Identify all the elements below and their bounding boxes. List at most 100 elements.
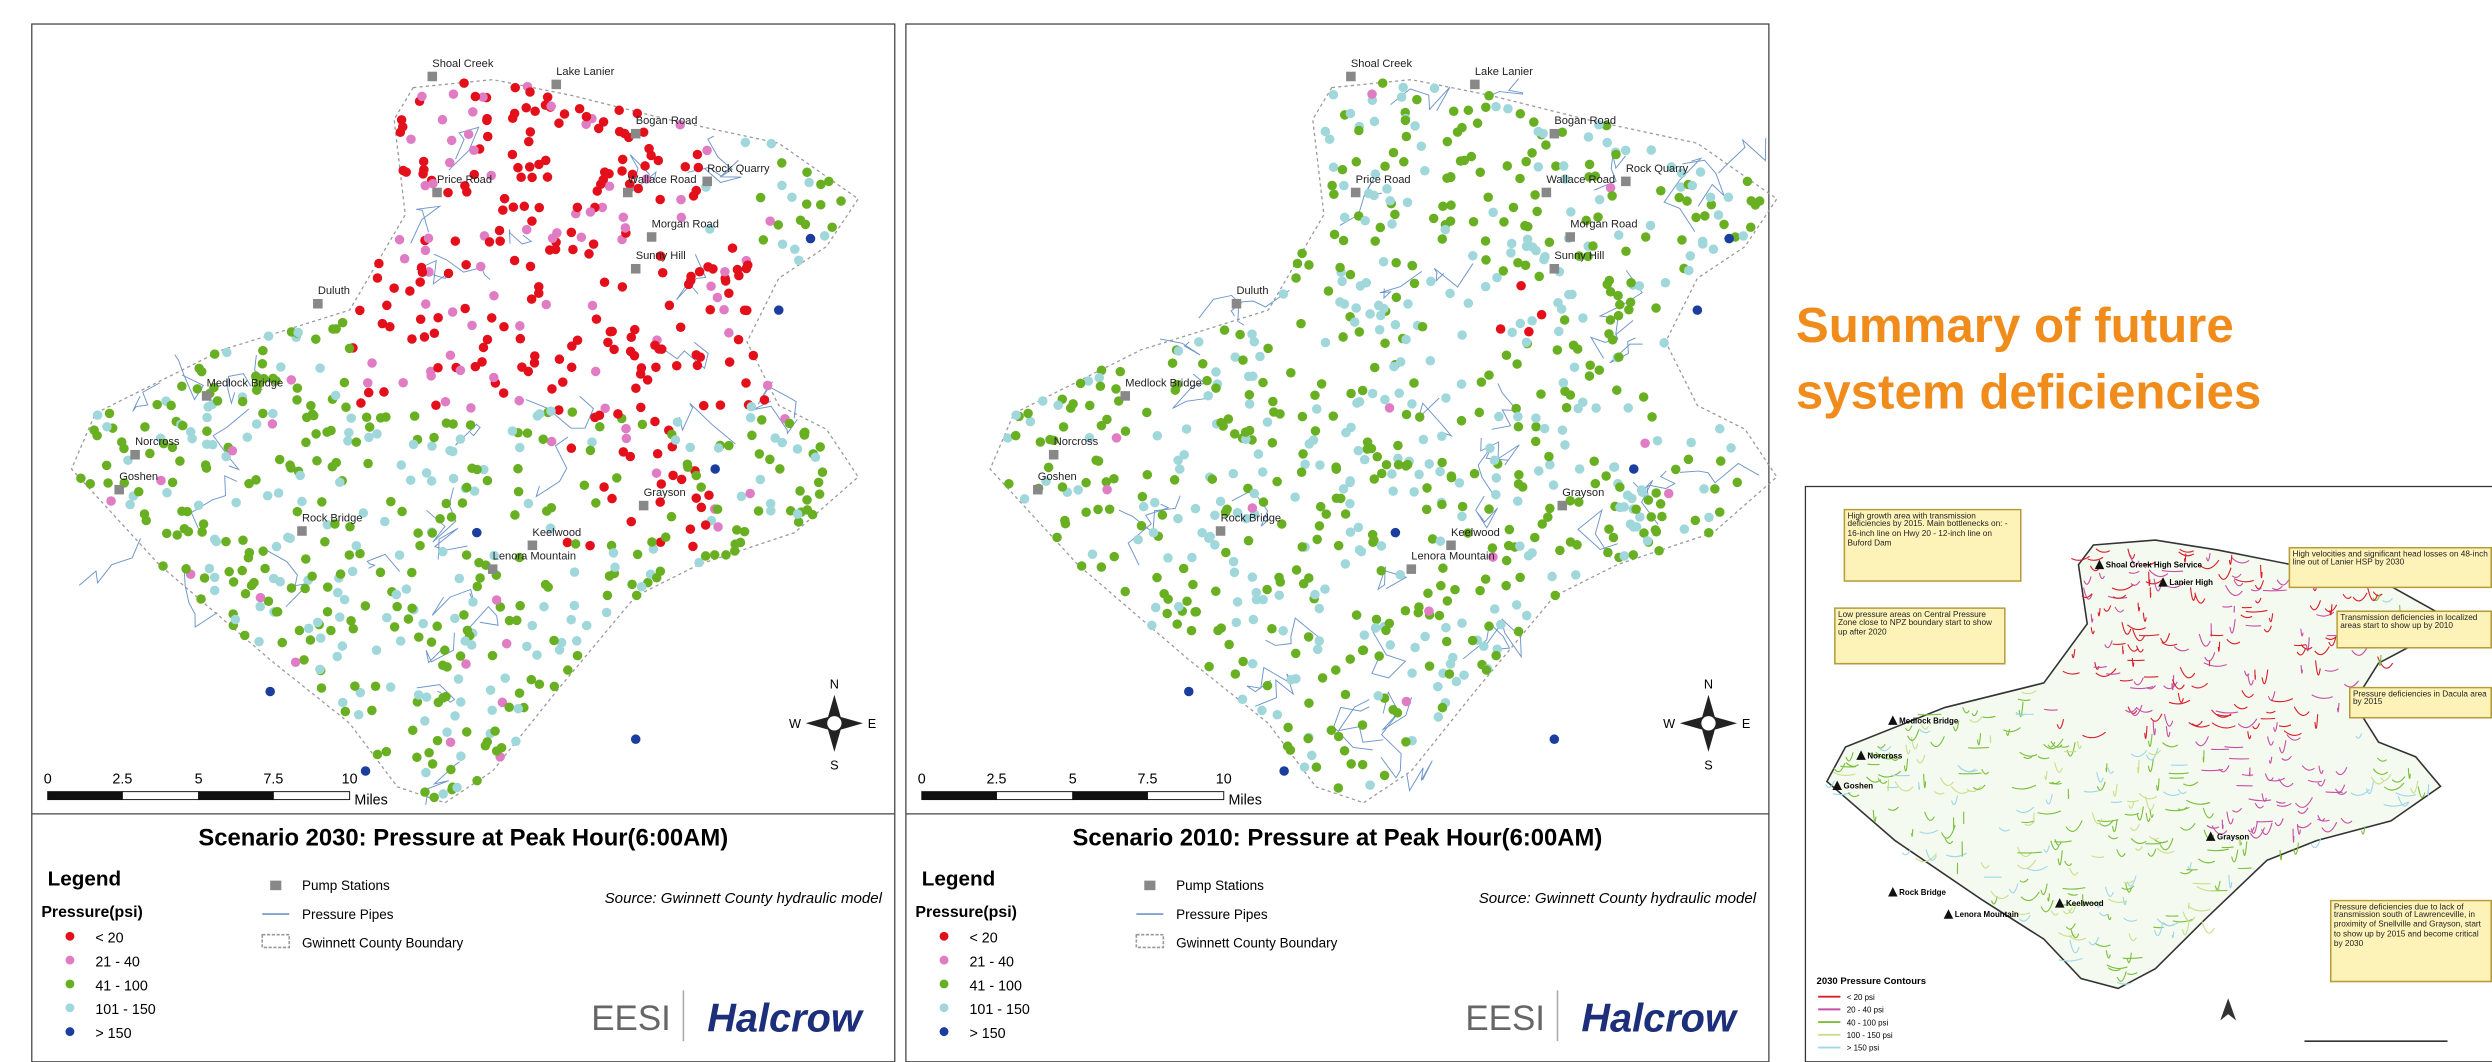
junction-dot	[1679, 524, 1690, 534]
junction-dot	[1508, 202, 1519, 213]
pressure-pipe	[1593, 154, 1626, 191]
junction-dot	[1188, 579, 1198, 590]
junction-dot	[1468, 216, 1479, 227]
pressure-contour	[2148, 749, 2162, 756]
junction-dot	[311, 429, 321, 439]
junction-dot	[178, 420, 188, 431]
junction-dot	[1457, 618, 1467, 628]
junction-dot	[1307, 750, 1317, 761]
junction-dot	[343, 436, 353, 446]
junction-dot	[713, 522, 723, 532]
junction-dot	[1501, 580, 1511, 591]
junction-dot	[292, 383, 303, 393]
junction-dot	[587, 437, 597, 447]
junction-dot	[1258, 497, 1269, 507]
pressure-contour	[2300, 628, 2304, 637]
junction-dot	[1445, 172, 1456, 183]
compass-letter: E	[868, 716, 876, 731]
junction-dot	[448, 473, 459, 484]
junction-dot	[609, 344, 619, 355]
junction-dot	[775, 464, 785, 474]
pressure-contour	[2286, 734, 2301, 741]
pressure-contour	[2133, 677, 2144, 686]
junction-dot	[344, 427, 354, 438]
pressure-contour	[2294, 797, 2313, 808]
junction-dot	[441, 498, 452, 509]
junction-dot	[1446, 200, 1456, 210]
junction-dot	[311, 334, 321, 344]
junction-dot	[1435, 536, 1446, 546]
pressure-contour	[2321, 821, 2338, 833]
junction-dot	[1401, 737, 1411, 747]
junction-dot	[515, 333, 526, 344]
junction-dot	[1002, 433, 1013, 443]
source-note: Source: Gwinnett County hydraulic model	[1479, 890, 1757, 907]
panel-frame	[31, 23, 896, 1062]
junction-dot	[1692, 305, 1703, 315]
junction-dot	[800, 219, 811, 230]
junction-dot	[1358, 645, 1369, 655]
junction-dot	[255, 592, 266, 603]
inset-place: Rock Bridge	[1899, 888, 1946, 897]
junction-dot	[1049, 435, 1059, 446]
junction-dot	[394, 234, 405, 245]
junction-dot	[1340, 509, 1351, 519]
junction-dot	[516, 172, 526, 182]
legend-swatch	[939, 979, 949, 989]
junction-dot	[92, 410, 103, 420]
junction-dot	[1133, 534, 1143, 545]
pressure-contour	[2233, 703, 2248, 710]
junction-dot	[1137, 491, 1148, 502]
junction-dot	[1399, 157, 1409, 167]
junction-dot	[1634, 281, 1645, 291]
pressure-contour	[2098, 572, 2105, 580]
compass-letter: E	[1742, 716, 1750, 731]
pressure-contour	[2267, 736, 2274, 746]
junction-dot	[1481, 665, 1492, 675]
junction-dot	[715, 400, 726, 410]
pressure-contour	[2106, 964, 2128, 970]
place-label: Duluth	[1236, 285, 1268, 297]
junction-dot	[370, 681, 381, 692]
annotation-box: Pressure deficiencies in Dacula area by …	[2348, 686, 2492, 719]
county-boundary	[70, 79, 860, 804]
pressure-contour	[2247, 826, 2255, 833]
junction-dot	[1037, 396, 1048, 406]
pressure-contour	[2165, 806, 2190, 812]
junction-dot	[361, 412, 372, 422]
junction-dot	[351, 541, 362, 551]
junction-dot	[765, 498, 776, 509]
junction-dot	[1211, 383, 1221, 393]
junction-dot	[676, 194, 686, 205]
pressure-contour	[1957, 764, 1976, 773]
junction-dot	[511, 736, 521, 747]
pressure-contour	[2307, 779, 2322, 783]
junction-dot	[1262, 680, 1273, 691]
junction-dot	[355, 548, 365, 559]
junction-dot	[1723, 192, 1734, 203]
junction-dot	[1558, 377, 1569, 388]
junction-dot	[554, 405, 564, 415]
legend-class: 101 - 150	[95, 1002, 155, 1018]
junction-dot	[1395, 569, 1405, 580]
junction-dot	[526, 674, 537, 685]
junction-dot	[459, 610, 469, 620]
junction-dot	[462, 625, 473, 636]
pressure-contour	[2355, 733, 2363, 739]
pressure-contour	[2091, 855, 2105, 859]
junction-dot	[534, 679, 545, 689]
junction-dot	[1605, 183, 1616, 193]
pressure-contour	[2228, 554, 2233, 565]
junction-dot	[1682, 196, 1692, 206]
junction-dot	[1428, 213, 1439, 224]
junction-dot	[1425, 356, 1436, 366]
junction-dot	[1310, 390, 1320, 401]
junction-dot	[1241, 513, 1252, 524]
junction-dot	[330, 519, 340, 529]
junction-dot	[1746, 196, 1757, 206]
junction-dot	[455, 434, 466, 444]
pressure-contour	[2144, 796, 2155, 811]
pressure-contour	[2104, 886, 2114, 897]
junction-dot	[597, 202, 608, 213]
